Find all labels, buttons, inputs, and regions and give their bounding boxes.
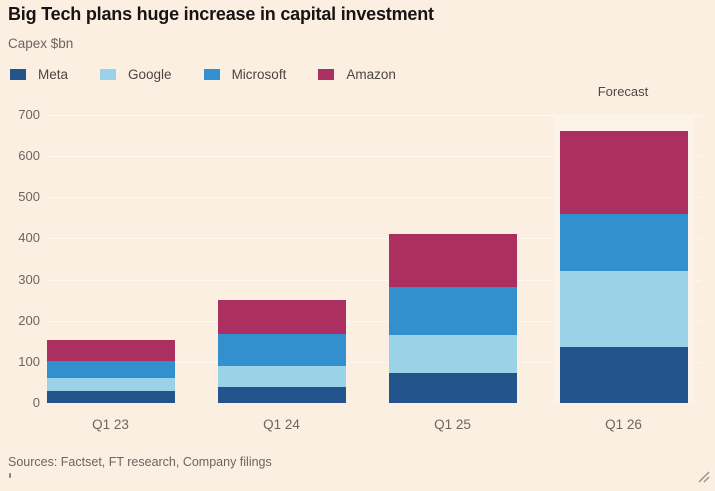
sources-text: Sources: Factset, FT research, Company f…	[8, 455, 272, 469]
bar-q1-26-google	[559, 271, 688, 348]
legend-label-microsoft: Microsoft	[231, 67, 287, 82]
bar-q1-24-amazon	[217, 300, 346, 335]
y-tick-label-500: 500	[18, 189, 40, 205]
bar-q1-25-google	[388, 335, 517, 374]
legend-label-meta: Meta	[38, 67, 69, 82]
gridline-500	[46, 197, 700, 199]
chart-legend: Meta Google Microsoft Amazon	[10, 67, 396, 82]
bar-q1-25-microsoft	[388, 286, 517, 336]
y-tick-label-200: 200	[18, 312, 40, 328]
gridline-300	[46, 279, 700, 281]
bar-q1-23-google	[46, 378, 175, 392]
gridline-400	[46, 238, 700, 240]
y-tick-label-100: 100	[18, 353, 40, 369]
bar-q1-24-google	[217, 365, 346, 387]
x-tick-label-q1-24: Q1 24	[263, 417, 300, 432]
bar-q1-26-amazon	[559, 131, 688, 214]
chart-subtitle: Capex $bn	[8, 36, 74, 51]
y-tick-label-300: 300	[18, 271, 40, 287]
bar-q1-24-meta	[217, 386, 346, 403]
bar-q1-25-amazon	[388, 234, 517, 287]
legend-label-amazon: Amazon	[346, 67, 396, 82]
x-tick-label-q1-25: Q1 25	[434, 417, 471, 432]
y-tick-label-400: 400	[18, 230, 40, 246]
google-color-swatch-icon	[100, 69, 117, 80]
gridline-700	[46, 115, 700, 116]
y-tick-label-600: 600	[18, 148, 40, 164]
legend-item-amazon: Amazon	[318, 67, 396, 82]
resize-grip-icon[interactable]	[697, 470, 710, 483]
y-tick-label-700: 700	[18, 107, 40, 122]
x-tick-label-q1-26: Q1 26	[605, 417, 642, 432]
amazon-color-swatch-icon	[318, 69, 335, 80]
stray-mark	[9, 473, 11, 478]
y-tick-label-0: 0	[32, 395, 40, 410]
bar-q1-23-meta	[46, 391, 175, 403]
legend-label-google: Google	[128, 67, 172, 82]
gridline-600	[46, 156, 700, 158]
microsoft-color-swatch-icon	[203, 69, 220, 80]
bar-q1-24-microsoft	[217, 334, 346, 366]
gridline-200	[46, 320, 700, 322]
gridline-100	[46, 361, 700, 363]
legend-item-meta: Meta	[10, 67, 68, 82]
legend-item-microsoft: Microsoft	[203, 67, 287, 82]
bar-q1-25-meta	[388, 373, 517, 403]
bar-q1-23-microsoft	[46, 361, 175, 379]
meta-color-swatch-icon	[10, 69, 26, 80]
chart-title: Big Tech plans huge increase in capital …	[8, 4, 434, 24]
bar-q1-23-amazon	[46, 339, 175, 362]
bar-q1-26-meta	[559, 347, 688, 403]
legend-item-google: Google	[100, 67, 172, 82]
x-tick-label-q1-23: Q1 23	[92, 417, 129, 432]
bar-q1-26-microsoft	[559, 213, 688, 272]
forecast-annotation: Forecast	[597, 84, 649, 99]
